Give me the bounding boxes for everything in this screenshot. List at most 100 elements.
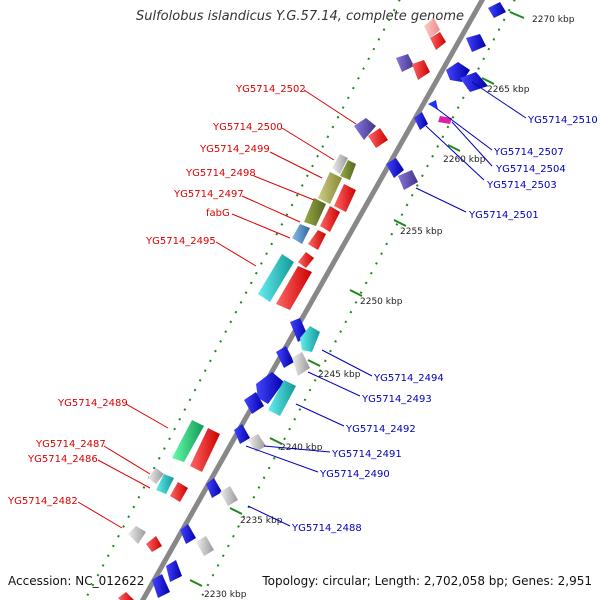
tick-group: 2270 kbp 2265 kbp 2260 kbp 2255 kbp 2250… [189,11,575,600]
gene-label: YG5714_2499 [199,144,270,155]
gene-YG5714-2503 [414,112,428,130]
gene-forward-2269a [430,32,446,50]
gene-YG5714-2488 [180,524,196,544]
gene-label: YG5714_2494 [373,373,444,384]
leader-line [77,501,123,529]
tick-mark [447,144,461,152]
tick-label: 2230 kbp [204,590,247,600]
leader-line [231,213,291,239]
tick-label: 2250 kbp [360,297,403,307]
gene-YG5714-2494b [300,326,320,352]
gene-YG5714-2493 [292,352,310,376]
gene-YG5714-2490 [206,478,222,498]
gene-YG5714-2500 [332,154,348,174]
gene-YG5714-2492 [268,380,296,416]
leader-line [435,107,493,151]
gene-YG5714-2497 [304,198,326,226]
gene-forward-2259 [368,128,388,148]
gene-label: YG5714_2504 [495,164,566,175]
gene-reverse-2246a [276,346,294,368]
gene-label: YG5714_2490 [319,469,390,480]
tick-label: 2270 kbp [532,15,575,25]
tick-label: 2260 kbp [443,155,486,165]
tick-label: 2235 kbp [240,516,283,526]
gene-label: YG5714_2495 [145,236,216,247]
gene-forward-2266a [396,54,414,72]
leader-line [269,151,323,179]
gene-forward-2271 [424,18,440,38]
gene-reverse-2268a [466,34,486,52]
leader-line [307,371,361,397]
gene-reverse-2231a [166,560,182,582]
gene-label: YG5714_2491 [331,449,402,460]
forward-strand-genes [118,18,446,600]
leader-line [295,403,345,427]
gene-YG5714-2507 [428,100,438,110]
gene-label: fabG [206,208,230,219]
gene-YG5714-2504 [438,116,452,124]
gene-reverse-2242a [244,392,264,414]
gene-label: YG5714_2500 [212,122,283,133]
reverse-strand-genes [152,2,506,598]
leader-line [125,403,169,429]
gene-YG5714-2495 [258,254,294,302]
gene-label: YG5714_2507 [493,147,564,158]
gene-reverse-2230a [152,574,170,598]
right-gene-labels: YG5714_2510 YG5714_2507 YG5714_2504 YG57… [245,81,598,534]
leader-line [245,445,319,473]
gene-label: YG5714_2492 [345,424,416,435]
gene-label: YG5714_2482 [7,496,78,507]
accession-label: Accession: NC_012622 [8,574,145,588]
leader-line [281,127,335,161]
leader-line [415,187,467,213]
gene-forward-2252a [298,252,314,268]
tick-label: 2240 kbp [280,443,323,453]
leader-line [303,89,357,125]
leader-line [241,195,301,223]
gene-YG5714-2489 [172,420,204,462]
genome-backbone [139,0,486,600]
gene-reverse-2241a [234,424,250,444]
leader-line [263,445,331,453]
gene-label: YG5714_2501 [468,210,539,221]
summary-label: Topology: circular; Length: 2,702,058 bp… [262,574,592,588]
gene-label: YG5714_2493 [361,394,432,405]
tick-label: 2255 kbp [400,227,443,237]
gene-label: YG5714_2503 [486,180,557,191]
gene-reverse-2236a [220,486,238,506]
tick-mark [229,507,243,515]
tick-mark [349,289,363,297]
gene-label: YG5714_2510 [527,115,598,126]
gene-forward-2253a [308,230,326,250]
gene-label: YG5714_2488 [291,523,362,534]
tick-mark [393,219,407,227]
gene-forward-2251a [276,266,312,310]
gene-reverse-2244a [256,372,284,404]
gene-YG5714-2499 [340,160,356,180]
gene-fabG [292,224,310,244]
gene-forward-2237a [170,482,188,502]
leader-line [103,445,151,475]
tick-label: 2245 kbp [318,370,361,380]
gene-label: YG5714_2502 [235,84,306,95]
leader-line [425,125,485,181]
gene-forward-2233a [146,536,162,552]
map-title: Sulfolobus islandicus Y.G.57.14, complet… [136,9,464,24]
gene-forward-2228a [118,592,134,600]
tick-mark [481,77,495,85]
gene-YG5714-2491 [248,434,266,452]
leader-line [451,121,493,167]
gene-reverse-2261 [386,158,404,178]
tick-mark [307,359,321,367]
tick-mark [509,11,525,19]
outer-dotted-ring [199,0,516,600]
left-gene-labels: YG5714_2502 YG5714_2500 YG5714_2499 YG57… [7,84,357,529]
leader-line [253,175,315,201]
leader-line [97,459,151,489]
inner-dotted-ring [84,0,401,600]
gene-reverse-2265b [460,72,488,92]
leader-line [247,505,291,527]
gene-label: YG5714_2487 [35,439,106,450]
gene-label: YG5714_2498 [185,168,256,179]
